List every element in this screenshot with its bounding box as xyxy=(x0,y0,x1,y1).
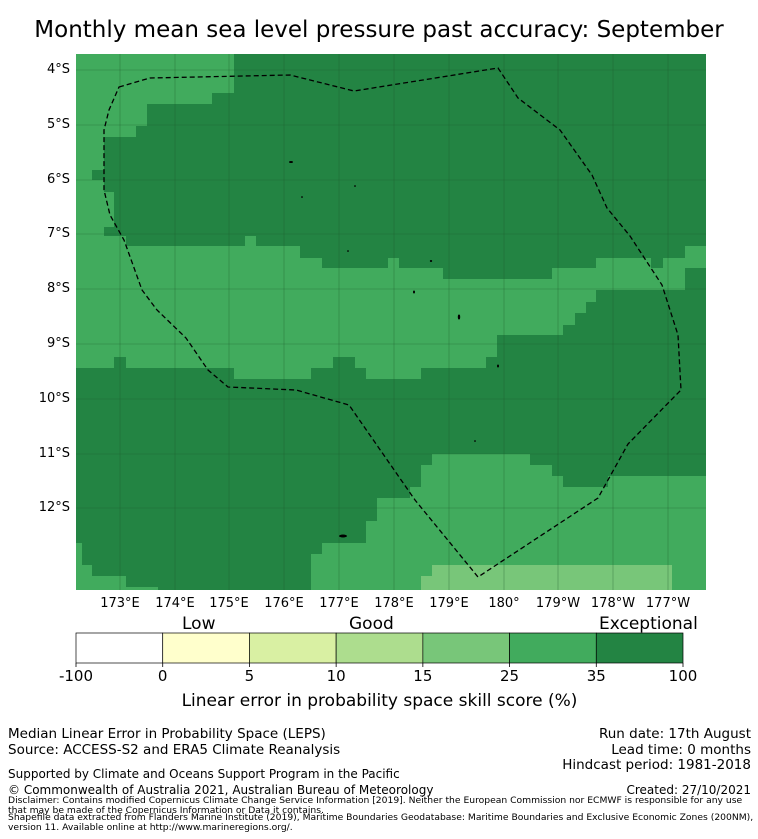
colorbar-tick-label: 10 xyxy=(326,667,346,685)
lat-label: 10°S xyxy=(38,391,70,406)
shapefile-credit-line-2: version 11. Available online at http://w… xyxy=(8,822,293,833)
skill-region-central-band xyxy=(76,236,706,379)
lat-label: 7°S xyxy=(46,226,70,241)
colorbar-segment xyxy=(249,632,337,664)
island xyxy=(289,161,293,163)
lon-label: 175°E xyxy=(209,596,249,611)
lon-label: 177°E xyxy=(319,596,359,611)
skill-region-north-west xyxy=(76,54,234,236)
disclaimer-line-1: Disclaimer: Contains modified Copernicus… xyxy=(8,795,743,806)
hindcast-period: Hindcast period: 1981-2018 xyxy=(562,757,751,773)
island xyxy=(474,440,476,442)
eez-boundary-outline xyxy=(103,67,682,578)
colorbar-segment xyxy=(162,632,250,664)
colorbar-tick-label: 100 xyxy=(668,667,698,685)
colorbar-segment xyxy=(509,632,597,664)
colorbar-segment xyxy=(422,632,510,664)
island xyxy=(497,364,499,368)
lon-label: 178°W xyxy=(590,596,636,611)
island xyxy=(457,314,461,320)
colorbar-segment xyxy=(75,632,164,664)
lat-label: 12°S xyxy=(38,500,70,515)
colorbar-title: Linear error in probability space skill … xyxy=(181,691,578,711)
island xyxy=(429,260,433,262)
island xyxy=(339,534,347,538)
island xyxy=(354,185,356,187)
map-area xyxy=(76,54,706,590)
island xyxy=(347,250,349,252)
info-line-leps: Median Linear Error in Probability Space… xyxy=(8,726,326,742)
colorbar-tick-label: 15 xyxy=(413,667,433,685)
lead-time: Lead time: 0 months xyxy=(611,742,751,758)
colorbar-tick-label: 25 xyxy=(500,667,520,685)
colorbar-category-exceptional: Exceptional xyxy=(599,614,698,634)
info-line-source: Source: ACCESS-S2 and ERA5 Climate Reana… xyxy=(8,742,341,758)
lon-label: 180° xyxy=(488,596,520,611)
skill-region-south-strip xyxy=(432,565,672,590)
skill-region-south-west xyxy=(76,543,158,590)
colorbar xyxy=(75,632,684,667)
colorbar-tick-label: 0 xyxy=(157,667,168,685)
lon-label: 179°E xyxy=(429,596,469,611)
colorbar-segment xyxy=(335,632,424,664)
support-statement: Supported by Climate and Oceans Support … xyxy=(8,767,400,781)
colorbar-segment xyxy=(595,632,684,664)
shapefile-credit-line-1: Shapefile data extracted from Flanders M… xyxy=(8,812,754,823)
lon-label: 177°W xyxy=(645,596,691,611)
created-date: Created: 27/10/2021 xyxy=(626,783,751,797)
lat-label: 8°S xyxy=(46,281,70,296)
run-date: Run date: 17th August xyxy=(598,726,751,742)
page-title: Monthly mean sea level pressure past acc… xyxy=(34,17,724,43)
gridlines xyxy=(76,54,706,590)
lon-label: 176°E xyxy=(264,596,304,611)
lat-label: 11°S xyxy=(38,446,70,461)
disclaimer-line-2: that may be made of the Copernicus Infor… xyxy=(8,805,324,816)
lat-label: 5°S xyxy=(46,117,70,132)
island xyxy=(413,290,415,294)
skill-region-south-east xyxy=(311,454,706,590)
island xyxy=(301,196,303,198)
lon-label: 179°W xyxy=(535,596,581,611)
colorbar-category-low: Low xyxy=(182,614,216,634)
skill-region-south-corner xyxy=(421,576,432,590)
lon-label: 173°E xyxy=(100,596,140,611)
colorbar-category-good: Good xyxy=(349,614,394,634)
copyright-statement: © Commonwealth of Australia 2021, Austra… xyxy=(8,783,434,797)
colorbar-tick-label: 35 xyxy=(586,667,606,685)
lat-label: 6°S xyxy=(46,172,70,187)
islands xyxy=(289,161,499,538)
lon-label: 174°E xyxy=(155,596,195,611)
lon-label: 178°E xyxy=(374,596,414,611)
colorbar-tick-label: 5 xyxy=(244,667,255,685)
lat-label: 4°S xyxy=(46,62,70,77)
colorbar-tick-label: -100 xyxy=(58,667,94,685)
lat-label: 9°S xyxy=(46,336,70,351)
